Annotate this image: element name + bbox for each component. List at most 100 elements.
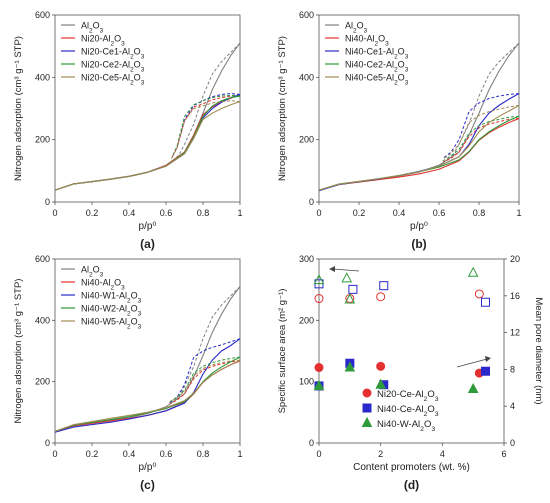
surface-area-point <box>481 366 490 376</box>
pore-diameter-point <box>348 284 358 294</box>
series-line-adsorption <box>54 360 241 432</box>
arrowhead-right <box>485 356 491 362</box>
legend-marker <box>361 416 373 427</box>
legend-label: Al2O3 <box>81 21 104 35</box>
y2-tick-label: 12 <box>510 328 520 338</box>
x-tick-label: 0.6 <box>160 449 173 459</box>
surface-area-point <box>376 361 386 371</box>
x-tick-label: 6 <box>501 449 506 459</box>
series-line-adsorption <box>318 115 520 191</box>
y2-tick-label: 8 <box>510 364 515 374</box>
y2-tick-label: 20 <box>510 254 520 264</box>
y2-axis-label: Mean pore diameter (nm) <box>533 297 544 404</box>
pore-diameter-point <box>344 293 356 304</box>
series-line-adsorption <box>54 95 241 191</box>
series-line-adsorption <box>54 101 241 191</box>
series-line-adsorption <box>54 93 241 191</box>
arrowhead-left <box>329 266 335 272</box>
x-tick-label: 0.8 <box>197 449 210 459</box>
panel-label: (a) <box>140 237 155 251</box>
series-line-desorption <box>173 42 241 161</box>
y-tick-label: 0 <box>45 438 50 448</box>
y2-tick-label: 16 <box>510 291 520 301</box>
x-tick-label: 1 <box>237 208 242 218</box>
x-tick-label: 0.2 <box>86 449 99 459</box>
series-line-desorption <box>171 93 241 159</box>
x-axis-label: p/p⁰ <box>139 462 157 473</box>
pore-diameter-point <box>376 292 386 302</box>
surface-area-point <box>314 363 324 373</box>
series-line-desorption <box>171 94 241 159</box>
legend-label: Ni40-Ce5-Al2O3 <box>345 73 409 87</box>
pore-diameter-point <box>467 266 479 277</box>
y-tick-label: 600 <box>35 254 50 264</box>
chart-panel-2: 0 0.2 0.4 0.6 0.8 1 0 200 400 600 p/p⁰ Nitrogen ads… <box>277 10 522 251</box>
x-tick-label: 0 <box>52 449 57 459</box>
y-tick-label: 400 <box>35 72 50 82</box>
pore-diameter-point <box>474 289 484 299</box>
surface-area-point <box>467 382 479 394</box>
legend-label: Ni40-Ce2-Al2O3 <box>345 60 409 74</box>
legend-label: Ni40-W1-Al2O3 <box>81 291 142 305</box>
y-tick-label: 200 <box>35 377 50 387</box>
x-tick-label: 1 <box>516 208 521 218</box>
y-axis-label: Nitrogen adsorption (cm³ g⁻¹ STP) <box>13 36 24 181</box>
legend-label: Al2O3 <box>81 265 104 279</box>
y-tick-label: 400 <box>35 315 50 325</box>
pore-diameter-point <box>345 294 355 304</box>
x-tick-label: 2 <box>378 449 383 459</box>
x-tick-label: 0.2 <box>86 208 99 218</box>
y-axis-label: Specific surface area (m² g⁻¹) <box>277 289 288 414</box>
series-line-desorption <box>169 338 241 404</box>
legend-label: Ni40-W2-Al2O3 <box>81 304 142 318</box>
y-tick-label: 200 <box>299 315 314 325</box>
legend-label: Ni40-Al2O3 <box>81 278 125 292</box>
y-tick-label: 400 <box>299 72 314 82</box>
series-line-adsorption <box>54 338 241 433</box>
y-tick-label: 300 <box>299 254 314 264</box>
legend-label: Al2O3 <box>345 21 368 35</box>
x-axis-label: Content promoters (wt. %) <box>353 462 470 473</box>
series-line-desorption <box>169 360 241 405</box>
x-tick-label: 0.6 <box>433 208 446 218</box>
chart-panel-1: 0 0.2 0.4 0.6 0.8 1 0 200 400 600 p/p⁰ Nitrogen ads… <box>13 10 243 251</box>
y2-tick-label: 0 <box>510 438 515 448</box>
pore-diameter-point <box>481 297 490 307</box>
series-line-desorption <box>442 93 520 159</box>
series-line-adsorption <box>54 356 241 432</box>
series-line-desorption <box>442 115 520 162</box>
series-line-desorption <box>169 356 241 403</box>
series-line-desorption <box>171 100 241 159</box>
pore-diameter-point <box>314 294 324 304</box>
x-tick-label: 0 <box>316 208 321 218</box>
series-line-desorption <box>442 104 520 160</box>
chart-panel-3: 0 0.2 0.4 0.6 0.8 1 0 200 400 600 p/p⁰ Nitrogen ads… <box>13 254 243 492</box>
x-tick-label: 0.8 <box>197 208 210 218</box>
series-line-desorption <box>169 359 241 403</box>
arrow-to-right-axis <box>456 358 488 368</box>
legend-label: Ni20-Ce5-Al2O3 <box>81 73 145 87</box>
y-tick-label: 600 <box>35 10 50 20</box>
series-line-adsorption <box>318 104 520 191</box>
x-axis-label: p/p⁰ <box>139 221 157 232</box>
series-line-adsorption <box>318 117 520 191</box>
pore-diameter-point <box>313 274 325 285</box>
y2-tick-label: 4 <box>510 401 515 411</box>
series-line-desorption <box>173 286 241 402</box>
panel-label: (c) <box>140 478 155 492</box>
series-line-adsorption <box>318 93 520 192</box>
series-line-desorption <box>446 42 520 161</box>
legend-label: Ni40-W-Al2O3 <box>377 419 435 433</box>
x-tick-label: 0 <box>52 208 57 218</box>
pore-diameter-point <box>379 281 389 291</box>
legend-label: Ni40-Al2O3 <box>345 34 389 48</box>
x-tick-label: 0.6 <box>160 208 173 218</box>
x-tick-label: 0.8 <box>473 208 486 218</box>
legend-label: Ni40-Ce-Al2O3 <box>377 404 439 418</box>
surface-area-point <box>375 378 386 389</box>
plot-frame <box>318 258 505 444</box>
series-line-desorption <box>442 117 520 163</box>
x-tick-label: 0.4 <box>123 208 136 218</box>
